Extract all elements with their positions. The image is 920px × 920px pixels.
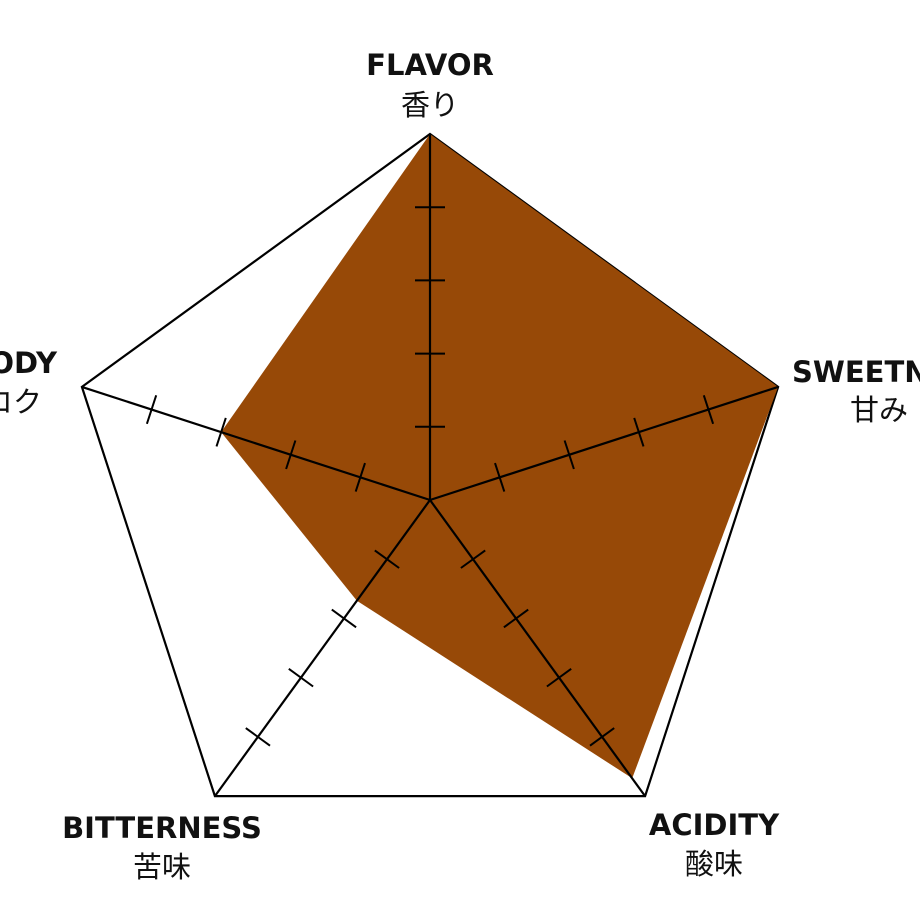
axis-tick-bitterness bbox=[374, 549, 400, 569]
axis-label-acidity: ACIDITY bbox=[649, 808, 780, 842]
axis-tick-acidity bbox=[589, 727, 615, 747]
axis-tick-acidity bbox=[546, 667, 572, 688]
axis-tick-bitterness bbox=[331, 608, 357, 629]
axis-tick-acidity bbox=[503, 608, 529, 629]
axis-tick-sweetness bbox=[633, 417, 645, 447]
axis-tick-acidity bbox=[460, 549, 486, 569]
axis-tick-body bbox=[354, 462, 366, 492]
axis-tick-bitterness bbox=[288, 667, 314, 688]
axis-line-bitterness bbox=[214, 499, 431, 797]
axis-line-body bbox=[81, 385, 431, 502]
axis-tick-sweetness bbox=[702, 394, 715, 425]
axis-label-ja-bitterness: 苦味 bbox=[133, 850, 191, 884]
axis-label-ja-sweetness: 甘み bbox=[850, 393, 908, 427]
axis-tick-body bbox=[215, 417, 227, 447]
radar-data-area bbox=[221, 134, 779, 779]
axis-label-body: BODY bbox=[0, 346, 58, 380]
axis-tick-sweetness bbox=[563, 440, 575, 470]
radar-labels: FLAVOR 香り SWEETNESS 甘み ACIDITY 酸味 BITTERNESS 苦味… bbox=[0, 48, 920, 884]
axis-label-flavor: FLAVOR bbox=[366, 48, 494, 82]
radar-ticks bbox=[145, 206, 715, 747]
axis-label-ja-flavor: 香り bbox=[401, 88, 459, 122]
radar-axes bbox=[81, 134, 779, 797]
axis-label-bitterness: BITTERNESS bbox=[62, 811, 262, 845]
axis-line-sweetness bbox=[429, 385, 779, 502]
axis-label-sweetness: SWEETNESS bbox=[792, 355, 920, 389]
axis-line-acidity bbox=[429, 499, 646, 797]
axis-tick-body bbox=[285, 440, 297, 470]
axis-tick-body bbox=[145, 394, 158, 425]
axis-tick-bitterness bbox=[245, 727, 271, 747]
axis-label-ja-acidity: 酸味 bbox=[685, 847, 743, 881]
axis-label-ja-body: コク bbox=[0, 385, 42, 419]
axis-tick-sweetness bbox=[494, 462, 506, 492]
